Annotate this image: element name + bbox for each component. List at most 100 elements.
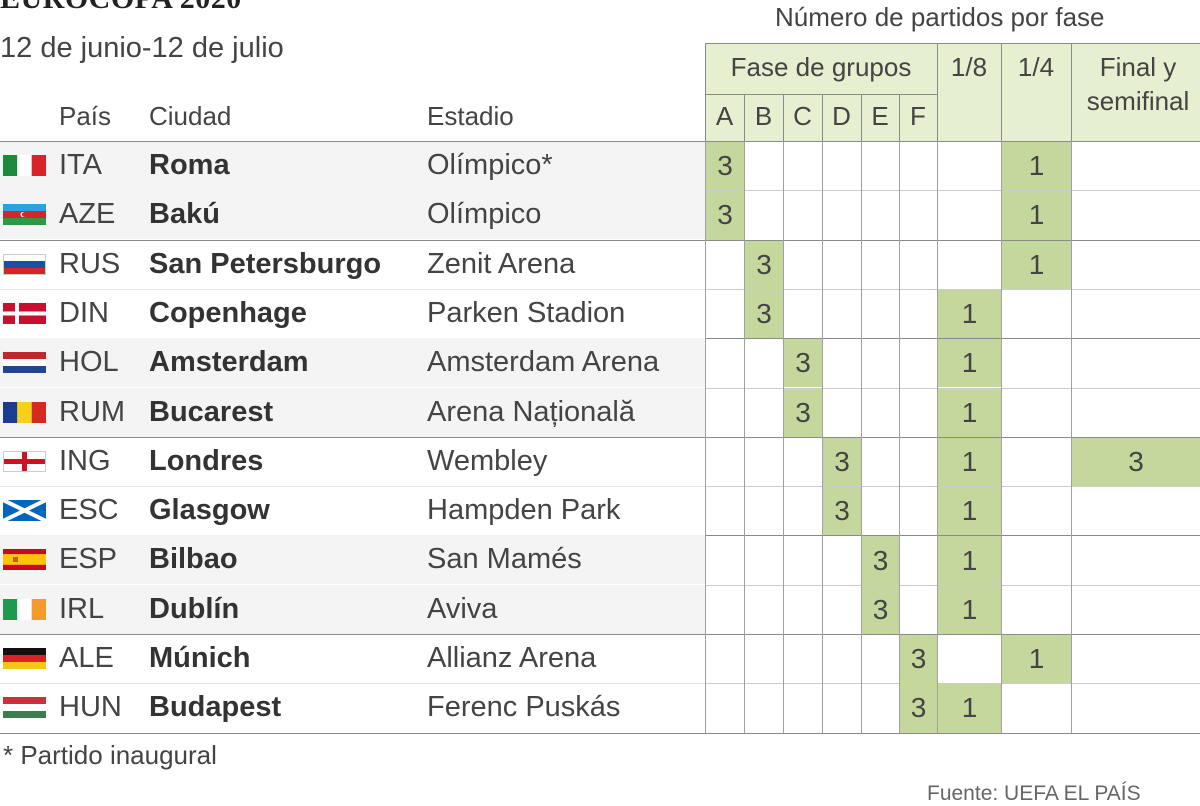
country-code: ITA xyxy=(59,149,102,181)
match-count-cell xyxy=(823,142,861,190)
match-count-cell xyxy=(1002,339,1071,387)
match-count-cell: 1 xyxy=(938,585,1001,634)
match-count-cell xyxy=(784,290,822,338)
match-count-cell xyxy=(1002,290,1071,338)
match-count-cell xyxy=(823,290,861,338)
match-count-cell xyxy=(900,438,937,486)
group-letter-e: E xyxy=(871,101,889,131)
match-count-cell xyxy=(938,241,1001,289)
match-count-cell xyxy=(900,487,937,535)
match-count-cell: 1 xyxy=(938,388,1001,437)
match-count-cell: 1 xyxy=(938,684,1001,733)
city-name: Roma xyxy=(149,149,230,181)
spain-flag-icon xyxy=(3,549,46,571)
match-count-cell xyxy=(706,241,744,289)
match-count-cell: 1 xyxy=(938,536,1001,585)
match-count-cell xyxy=(862,290,899,338)
match-count-cell xyxy=(1072,339,1200,387)
header-divider xyxy=(1001,43,1002,141)
match-count-cell xyxy=(1072,536,1200,584)
match-count-cell xyxy=(784,142,822,190)
country-code: HOL xyxy=(59,346,119,379)
column-divider xyxy=(705,141,706,733)
stadium-name: Olímpico* xyxy=(427,149,553,181)
match-count-cell xyxy=(784,191,822,239)
romania-flag-icon xyxy=(3,401,46,423)
match-count-cell xyxy=(706,290,744,338)
header-divider xyxy=(899,94,900,141)
row-divider xyxy=(705,288,1200,290)
match-count-cell xyxy=(745,389,783,437)
match-count-cell xyxy=(1072,290,1200,338)
row-band xyxy=(0,338,705,388)
match-count-cell xyxy=(862,241,899,289)
country-code: HUN xyxy=(59,691,122,724)
match-count-cell xyxy=(900,290,937,338)
stadium-name: Ferenc Puskás xyxy=(427,691,621,724)
match-count-cell xyxy=(823,191,861,239)
row-divider xyxy=(0,288,705,290)
scotland-flag-icon xyxy=(3,500,46,522)
header-divider xyxy=(705,43,706,141)
match-count-cell xyxy=(900,389,937,437)
match-count-cell xyxy=(900,339,937,387)
match-count-cell: 1 xyxy=(938,339,1001,388)
stadium-name: Zenit Arena xyxy=(427,247,576,280)
match-count-cell xyxy=(900,586,937,634)
city-name: Múnich xyxy=(149,642,251,674)
match-count-cell xyxy=(862,438,899,486)
match-count-cell xyxy=(862,635,899,683)
match-count-cell xyxy=(706,536,744,584)
ireland-flag-icon xyxy=(3,598,46,620)
stadium-name: San Mamés xyxy=(427,543,582,576)
city-name: Londres xyxy=(149,444,264,477)
match-count-cell xyxy=(900,536,937,584)
match-count-cell xyxy=(862,142,899,190)
match-count-cell: 3 xyxy=(706,142,744,191)
match-count-cell xyxy=(1072,684,1200,732)
row-divider xyxy=(0,436,1200,438)
match-count-cell xyxy=(823,339,861,387)
row-divider xyxy=(705,584,1200,586)
country-code: ESP xyxy=(59,543,118,576)
header-divider xyxy=(705,94,937,95)
match-count-cell: 3 xyxy=(784,339,822,388)
match-count-cell: 3 xyxy=(784,388,822,437)
match-count-cell xyxy=(862,191,899,239)
country-code: DIN xyxy=(59,296,109,329)
column-divider xyxy=(744,141,745,733)
group-letter-d: D xyxy=(832,101,851,131)
row-band xyxy=(0,190,705,240)
stadium-column-header: Estadio xyxy=(427,101,514,131)
match-count-cell xyxy=(1072,191,1200,239)
match-count-cell xyxy=(706,389,744,437)
match-count-cell xyxy=(745,635,783,683)
match-count-cell xyxy=(784,438,822,486)
match-count-cell xyxy=(706,339,744,387)
match-count-cell xyxy=(745,142,783,190)
match-count-cell xyxy=(1072,241,1200,289)
match-count-cell: 3 xyxy=(900,635,937,684)
netherlands-flag-icon xyxy=(3,352,46,374)
match-count-cell xyxy=(745,191,783,239)
match-count-cell xyxy=(706,635,744,683)
round-of-16-header: 1/8 xyxy=(950,52,988,82)
match-count-cell xyxy=(1072,487,1200,535)
match-count-cell xyxy=(784,536,822,584)
city-name: Dublín xyxy=(149,592,240,625)
match-count-cell xyxy=(784,487,822,535)
country-code: ESC xyxy=(59,494,119,527)
match-count-cell xyxy=(784,241,822,289)
column-divider xyxy=(1071,141,1072,733)
match-count-cell: 1 xyxy=(938,289,1001,339)
match-count-cell xyxy=(900,241,937,289)
match-count-cell: 1 xyxy=(1002,191,1071,240)
country-code: RUS xyxy=(59,247,121,280)
header-top-border xyxy=(705,43,1200,44)
match-count-cell xyxy=(784,635,822,683)
city-name: Budapest xyxy=(149,691,282,724)
match-count-cell: 3 xyxy=(745,289,783,339)
row-divider xyxy=(0,239,1200,241)
chart-title: EUROCOPA 2020 xyxy=(0,0,242,16)
city-column-header: Ciudad xyxy=(149,101,232,131)
